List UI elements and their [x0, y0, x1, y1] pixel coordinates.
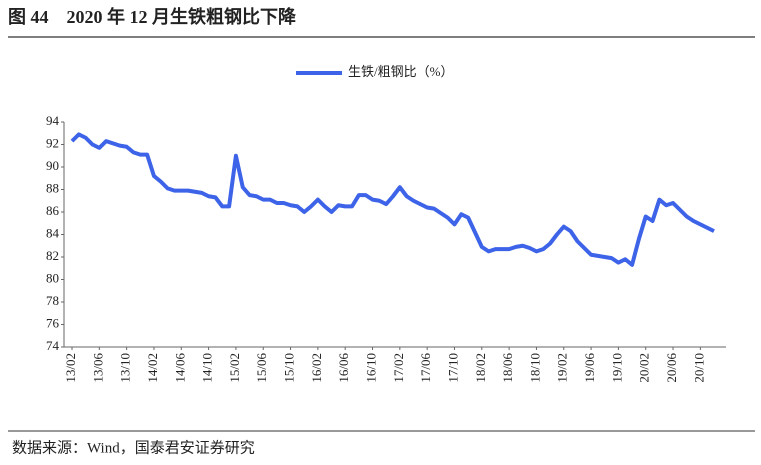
y-tick-label: 76: [46, 315, 60, 330]
x-tick-label: 20/02: [637, 353, 652, 383]
y-tick-label: 80: [46, 270, 59, 285]
x-tick-label: 13/10: [118, 353, 133, 383]
y-tick-label: 82: [46, 248, 59, 263]
x-tick-label: 14/10: [200, 353, 215, 383]
source: 数据来源：Wind，国泰君安证券研究: [12, 439, 255, 456]
x-tick-label: 20/10: [691, 353, 706, 383]
x-tick-label: 17/02: [391, 353, 406, 383]
x-tick-label: 20/06: [664, 353, 679, 383]
chart-title: 图 44 2020 年 12 月生铁粗钢比下降: [8, 6, 297, 27]
y-tick-label: 90: [46, 158, 59, 173]
y-tick-label: 84: [46, 225, 60, 240]
y-tick-label: 88: [46, 180, 59, 195]
x-tick-label: 16/06: [336, 353, 351, 383]
x-tick-label: 15/02: [227, 353, 242, 383]
x-tick-label: 17/06: [418, 353, 433, 383]
x-tick-label: 18/06: [500, 353, 515, 383]
x-tick-label: 19/10: [609, 353, 624, 383]
x-tick-label: 13/06: [90, 353, 105, 383]
x-tick-label: 15/10: [282, 353, 297, 383]
y-tick-label: 94: [46, 113, 60, 128]
x-tick-label: 18/02: [473, 353, 488, 383]
x-tick-label: 13/02: [63, 353, 78, 383]
y-tick-label: 92: [46, 135, 59, 150]
x-tick-label: 19/06: [582, 353, 597, 383]
y-tick-label: 78: [46, 293, 59, 308]
x-tick-label: 18/10: [527, 353, 542, 383]
y-tick-label: 74: [46, 338, 60, 353]
x-tick-label: 14/02: [145, 353, 160, 383]
x-tick-label: 15/06: [254, 353, 269, 383]
legend-label: 生铁/粗钢比（%）: [348, 64, 453, 79]
data-line: [70, 132, 715, 267]
x-tick-label: 16/02: [309, 353, 324, 383]
y-tick-label: 86: [46, 203, 60, 218]
x-tick-label: 19/02: [555, 353, 570, 383]
x-tick-label: 17/10: [445, 353, 460, 383]
x-tick-label: 14/06: [172, 353, 187, 383]
x-tick-label: 16/10: [364, 353, 379, 383]
